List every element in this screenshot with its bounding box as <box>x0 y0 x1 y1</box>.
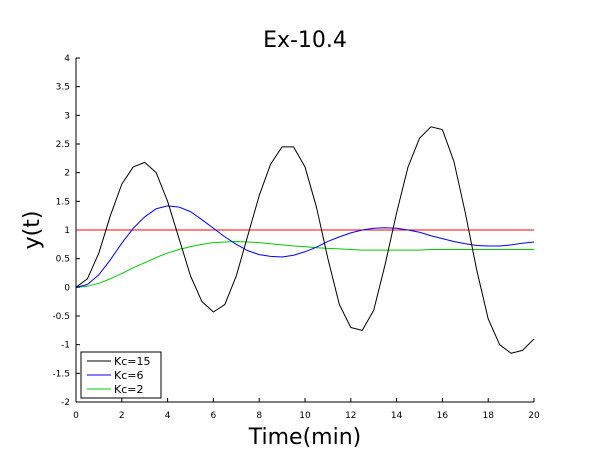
y-tick-label: 4 <box>64 54 70 64</box>
series-line-kc-2 <box>75 240 534 288</box>
y-tick-label: 2 <box>64 169 70 179</box>
y-tick-label: 3 <box>64 111 70 121</box>
x-tick-label: 18 <box>482 411 494 421</box>
x-axis-label: Time(min) <box>248 425 362 450</box>
x-tick-label: 12 <box>345 411 356 421</box>
series-line-kc-6 <box>75 205 535 288</box>
y-tick-label: 2.5 <box>56 140 70 150</box>
x-tick-label: 10 <box>299 411 311 421</box>
y-axis-label: y(t) <box>20 211 45 250</box>
legend-label: Kc=6 <box>114 369 143 382</box>
x-tick-label: 0 <box>73 411 79 421</box>
x-tick-label: 6 <box>211 411 217 421</box>
x-tick-label: 4 <box>165 411 171 421</box>
legend-label: Kc=2 <box>114 383 143 396</box>
series-line-kc-15 <box>75 126 535 354</box>
y-tick-label: -0.5 <box>52 312 70 322</box>
y-tick-label: 0 <box>64 283 70 293</box>
y-tick-label: -1 <box>61 341 70 351</box>
y-tick-label: -1.5 <box>52 369 70 379</box>
y-tick-label: 1.5 <box>56 197 70 207</box>
x-tick-label: 16 <box>437 411 449 421</box>
legend-label: Kc=15 <box>114 355 150 368</box>
y-tick-label: 0.5 <box>56 255 70 265</box>
chart-title: Ex-10.4 <box>263 28 347 53</box>
y-tick-label: 3.5 <box>56 83 70 93</box>
series-layer <box>75 126 535 354</box>
y-tick-label: 1 <box>64 226 70 236</box>
y-tick-label: -2 <box>61 398 70 408</box>
axes: -2 -1.5 -1 -0.5 0 0.5 1 1.5 2 2.5 3 3.5 4 0 2 4 6 8 10 12 14… <box>52 54 540 421</box>
x-tick-label: 14 <box>391 411 403 421</box>
x-tick-label: 8 <box>256 411 262 421</box>
x-tick-label: 2 <box>119 411 125 421</box>
x-tick-label: 20 <box>528 411 540 421</box>
